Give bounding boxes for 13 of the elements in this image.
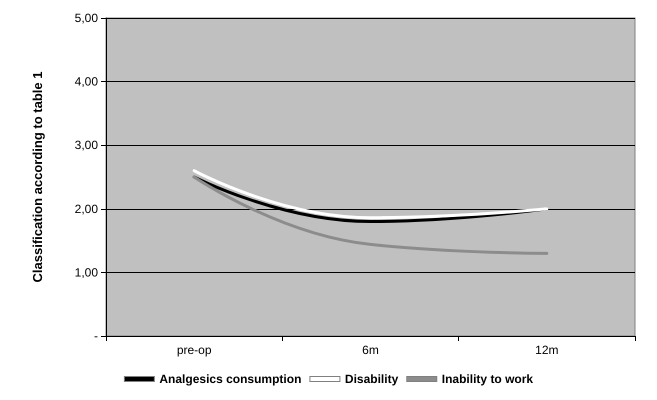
y-axis-title: Classification according to table 1 (30, 72, 45, 282)
y-tick-label: 1,00 (74, 265, 98, 280)
x-tick-label: 6m (362, 343, 379, 357)
legend-label: Disability (344, 372, 399, 386)
x-tick-label: pre-op (176, 343, 212, 357)
y-tick-label: 2,00 (74, 202, 98, 216)
y-tick-label: 3,00 (74, 138, 98, 152)
y-tick-label: 4,00 (74, 74, 98, 89)
y-tick-label: 5,00 (74, 11, 98, 25)
legend-label: Inability to work (442, 372, 534, 386)
y-tick-label: - (94, 329, 98, 343)
legend-label: Analgesics consumption (159, 372, 302, 386)
x-tick-label: 12m (535, 343, 559, 357)
